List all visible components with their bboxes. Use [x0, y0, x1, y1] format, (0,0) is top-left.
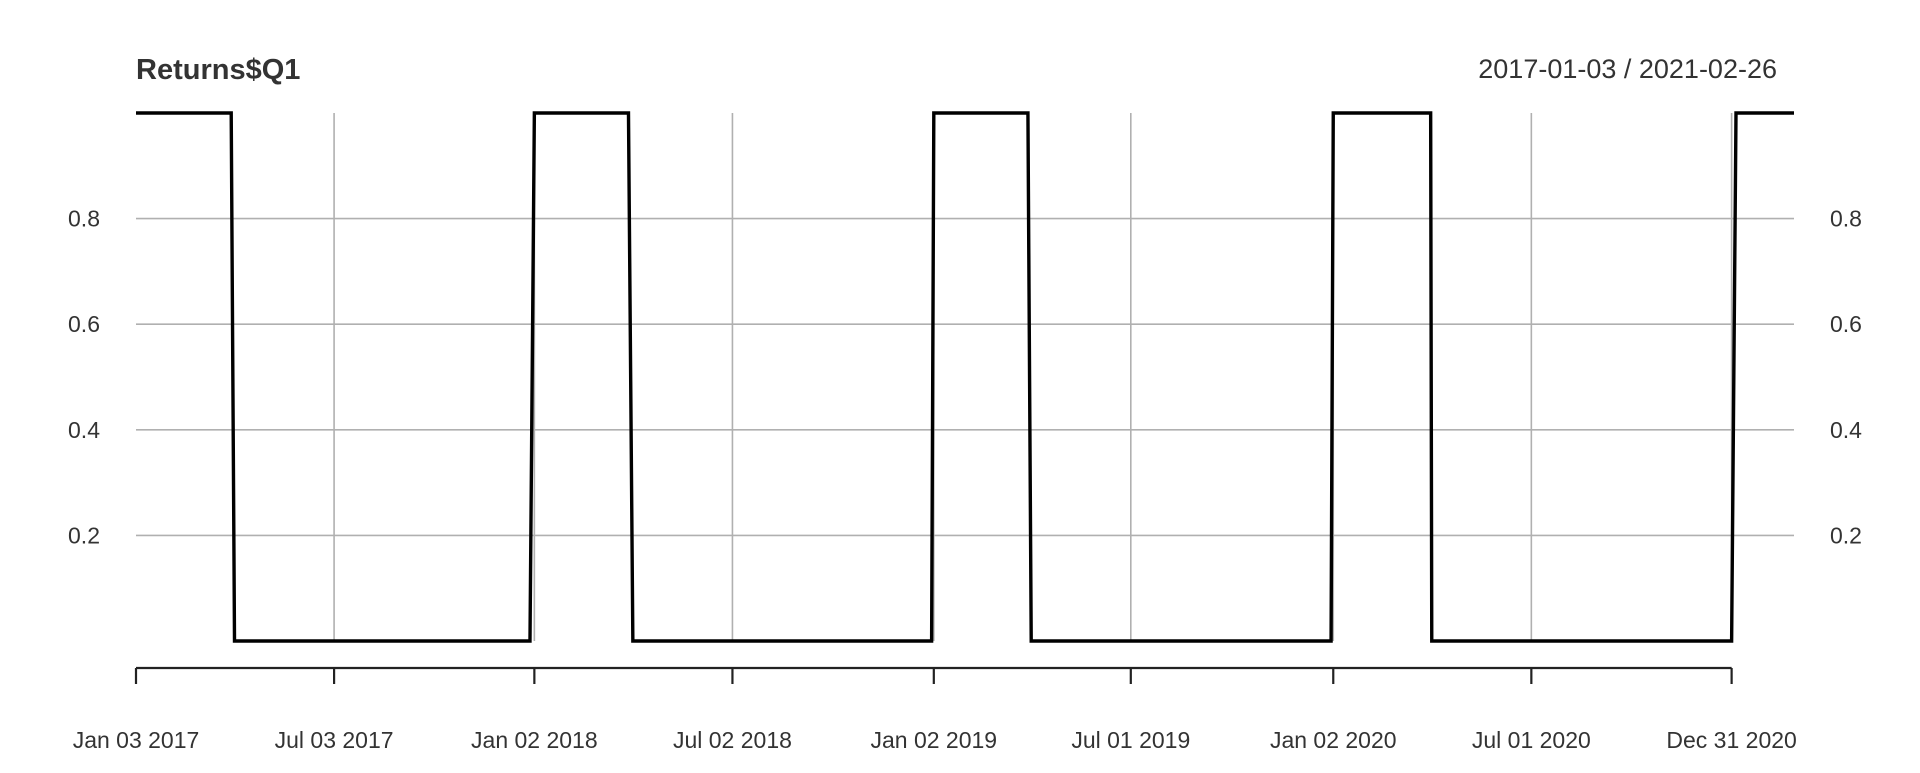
text-layer: Returns$Q1 2017-01-03 / 2021-02-26 0.2 0.… [68, 54, 1862, 753]
x-tick-label: Jan 02 2018 [471, 727, 598, 753]
x-tick-label: Jul 01 2019 [1071, 727, 1190, 753]
series-line-1 [136, 111, 1794, 643]
y-tick-label-left: 0.8 [68, 206, 100, 232]
y-tick-label-left: 0.4 [68, 417, 100, 443]
axis-layer [134, 666, 1733, 684]
series-layer [136, 111, 1794, 643]
y-tick-label-left: 0.2 [68, 522, 100, 548]
y-tick-label-right: 0.6 [1830, 311, 1862, 337]
x-tick-label: Jul 03 2017 [275, 727, 394, 753]
x-tick-label: Jan 03 2017 [73, 727, 200, 753]
x-tick-label: Jan 02 2020 [1270, 727, 1397, 753]
y-tick-label-right: 0.8 [1830, 206, 1862, 232]
x-tick-label: Jul 02 2018 [673, 727, 792, 753]
chart-title: Returns$Q1 [136, 54, 300, 86]
x-tick-label: Jul 01 2020 [1472, 727, 1591, 753]
y-tick-label-left: 0.6 [68, 311, 100, 337]
y-tick-label-right: 0.2 [1830, 522, 1862, 548]
y-tick-label-right: 0.4 [1830, 417, 1862, 443]
x-tick-label: Dec 31 2020 [1666, 727, 1796, 753]
x-tick-label: Jan 02 2019 [870, 727, 997, 753]
chart-date-range: 2017-01-03 / 2021-02-26 [1478, 54, 1777, 84]
grid-layer [136, 113, 1794, 641]
